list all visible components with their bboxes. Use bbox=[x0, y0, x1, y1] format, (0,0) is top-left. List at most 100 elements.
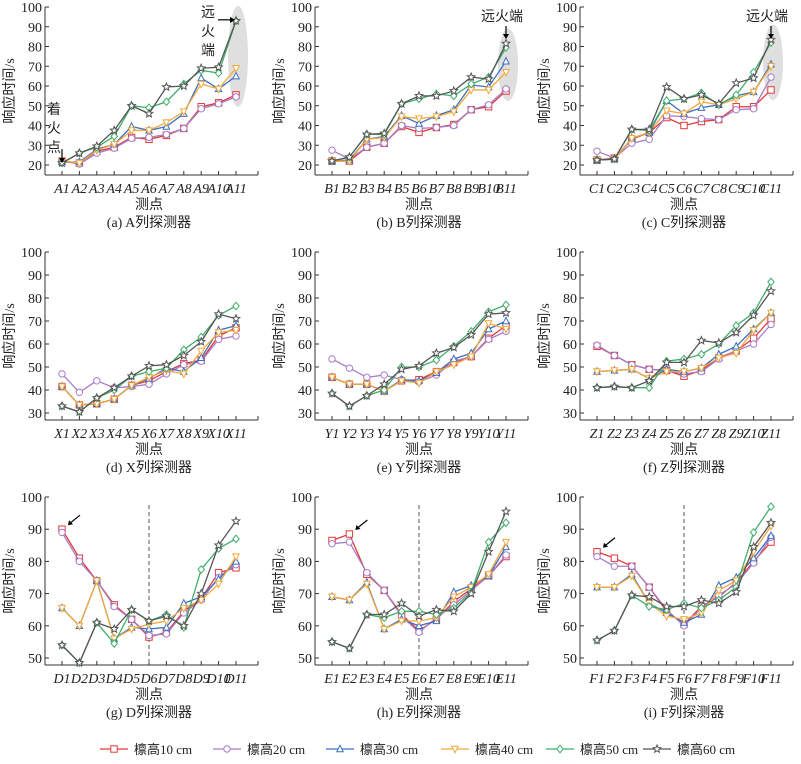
data-point bbox=[75, 557, 84, 566]
y-tick-label: 60 bbox=[28, 620, 42, 635]
series-6 bbox=[591, 34, 777, 165]
x-tick-label: A5 bbox=[123, 182, 140, 197]
x-tick-label: Y1 bbox=[325, 427, 340, 442]
x-tick-label: Y9 bbox=[464, 427, 479, 442]
x-tick-label: C9 bbox=[728, 182, 744, 197]
x-tick-label: Y6 bbox=[412, 427, 427, 442]
x-tick-label: Y7 bbox=[429, 427, 445, 442]
y-tick-label: 50 bbox=[563, 100, 577, 115]
data-point bbox=[610, 562, 619, 570]
data-point bbox=[231, 327, 241, 336]
data-point bbox=[162, 622, 171, 631]
x-tick-label: F6 bbox=[675, 672, 692, 687]
data-point bbox=[431, 604, 442, 614]
data-point bbox=[448, 606, 459, 616]
data-point bbox=[178, 80, 189, 91]
chart-panel-b: 20 30 40 50 60 70 80 90 100 B1 B2 B3 B4 B5 B6 B7 B8 B9B10… bbox=[271, 1, 529, 231]
data-point bbox=[696, 335, 707, 345]
data-point bbox=[93, 377, 101, 385]
y-tick-label: 70 bbox=[28, 315, 42, 330]
data-point bbox=[214, 68, 223, 78]
data-point bbox=[697, 98, 706, 107]
data-point bbox=[361, 390, 372, 401]
series-6 bbox=[326, 38, 512, 166]
data-point bbox=[362, 381, 371, 390]
data-point bbox=[197, 352, 206, 361]
end-annotation: 端 bbox=[201, 43, 215, 59]
data-point bbox=[627, 135, 636, 144]
data-point bbox=[661, 357, 672, 367]
x-tick-label: F2 bbox=[606, 672, 623, 687]
data-point bbox=[145, 631, 153, 640]
x-tick-label: E1 bbox=[323, 672, 340, 687]
data-point bbox=[57, 604, 67, 613]
data-point bbox=[396, 364, 407, 374]
data-point bbox=[126, 100, 137, 111]
series-6 bbox=[591, 285, 777, 392]
data-point bbox=[466, 329, 477, 340]
data-point bbox=[731, 586, 742, 597]
x-tick-label: A6 bbox=[140, 182, 157, 197]
y-axis-label: 响应时间/s bbox=[536, 548, 553, 613]
x-tick-label: Y4 bbox=[377, 427, 392, 442]
data-point bbox=[501, 325, 511, 334]
data-point bbox=[609, 625, 620, 635]
data-point bbox=[162, 119, 171, 128]
data-point bbox=[748, 72, 759, 83]
data-point bbox=[467, 106, 475, 114]
data-point bbox=[501, 316, 511, 325]
legend-label: 檩高30 cm bbox=[360, 742, 418, 757]
data-point bbox=[431, 90, 442, 101]
y-tick-label: 20 bbox=[563, 159, 577, 174]
data-point bbox=[644, 124, 655, 134]
y-tick-label: 70 bbox=[563, 588, 577, 603]
data-point bbox=[610, 367, 619, 376]
x-tick-label: A4 bbox=[105, 182, 122, 197]
data-point bbox=[627, 366, 636, 375]
data-point bbox=[58, 528, 66, 537]
x-tick-label: X7 bbox=[158, 427, 176, 442]
y-tick-label: 90 bbox=[563, 269, 577, 284]
legend-label: 檩高20 cm bbox=[247, 742, 305, 757]
data-point bbox=[414, 379, 424, 388]
data-point bbox=[502, 518, 510, 528]
data-point bbox=[345, 538, 354, 546]
x-tick-label: Z1 bbox=[590, 427, 605, 442]
data-point bbox=[379, 378, 390, 389]
series-6 bbox=[56, 308, 242, 417]
data-point bbox=[662, 368, 671, 377]
data-point bbox=[413, 610, 425, 621]
x-tick-label: A8 bbox=[175, 182, 192, 197]
x-tick-label: A2 bbox=[71, 182, 88, 197]
data-point bbox=[484, 335, 493, 344]
x-tick-label: A11 bbox=[224, 182, 247, 197]
x-axis-label: 测点 bbox=[670, 687, 698, 703]
y-axis-label: 响应时间/s bbox=[536, 303, 553, 368]
y-tick-label: 80 bbox=[563, 292, 577, 307]
data-point bbox=[178, 620, 189, 631]
arrow-icon bbox=[768, 34, 774, 39]
x-tick-label: Z2 bbox=[607, 427, 622, 442]
data-point bbox=[230, 515, 242, 526]
data-point bbox=[58, 370, 66, 378]
x-tick-label: A9 bbox=[192, 182, 209, 197]
y-tick-label: 100 bbox=[21, 246, 42, 261]
x-tick-label: E11 bbox=[494, 672, 517, 687]
x-tick-label: D1 bbox=[52, 672, 70, 687]
x-tick-label: Z3 bbox=[624, 427, 639, 442]
y-axis-label: 响应时间/s bbox=[271, 548, 288, 613]
data-point bbox=[592, 368, 602, 377]
legend-marker-icon bbox=[450, 745, 460, 754]
legend-item-3: 檩高30 cm bbox=[326, 742, 418, 757]
panel-caption: (h) E列探测器 bbox=[377, 705, 461, 721]
data-point bbox=[626, 124, 637, 134]
data-point bbox=[697, 364, 706, 373]
data-point bbox=[197, 105, 205, 113]
series-5 bbox=[328, 300, 510, 411]
y-tick-label: 70 bbox=[28, 60, 42, 75]
data-point bbox=[345, 364, 354, 372]
x-tick-label: X3 bbox=[88, 427, 105, 442]
data-point bbox=[196, 62, 207, 73]
